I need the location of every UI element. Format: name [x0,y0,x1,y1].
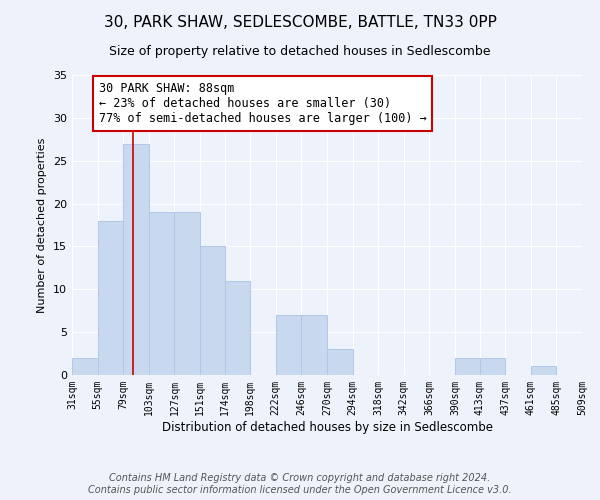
Bar [455,358,479,375]
Bar [479,358,505,375]
Bar [149,212,175,375]
Bar [123,144,149,375]
Text: Size of property relative to detached houses in Sedlescombe: Size of property relative to detached ho… [109,45,491,58]
Text: 30, PARK SHAW, SEDLESCOMBE, BATTLE, TN33 0PP: 30, PARK SHAW, SEDLESCOMBE, BATTLE, TN33… [104,15,496,30]
Bar [72,358,98,375]
Bar [98,220,123,375]
Bar [301,315,327,375]
Text: Contains HM Land Registry data © Crown copyright and database right 2024.
Contai: Contains HM Land Registry data © Crown c… [88,474,512,495]
Bar [276,315,301,375]
X-axis label: Distribution of detached houses by size in Sedlescombe: Distribution of detached houses by size … [161,420,493,434]
Bar [224,280,250,375]
Bar [327,350,353,375]
Text: 30 PARK SHAW: 88sqm
← 23% of detached houses are smaller (30)
77% of semi-detach: 30 PARK SHAW: 88sqm ← 23% of detached ho… [98,82,427,125]
Bar [531,366,556,375]
Y-axis label: Number of detached properties: Number of detached properties [37,138,47,312]
Bar [200,246,224,375]
Bar [175,212,200,375]
